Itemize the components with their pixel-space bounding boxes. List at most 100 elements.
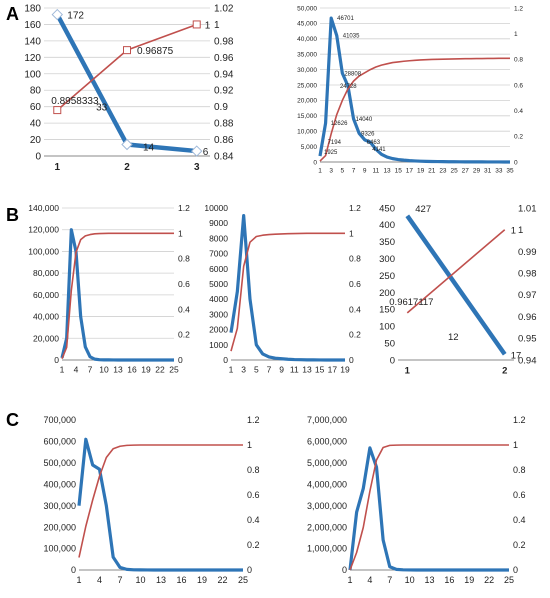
x-tick-label: 21 — [428, 168, 436, 175]
y2-tick-label: 0.96 — [214, 53, 234, 64]
x-tick-label: 2 — [124, 162, 130, 173]
x-tick-label: 4 — [74, 365, 79, 375]
y-tick-label: 9000 — [209, 218, 228, 228]
x-tick-label: 3 — [241, 365, 246, 375]
y-tick-label: 80 — [30, 86, 42, 97]
y-tick-label: 10000 — [204, 203, 228, 213]
y-tick-label: 60,000 — [33, 290, 59, 300]
y-tick-label: 120,000 — [28, 225, 59, 235]
y-tick-label: 5,000 — [301, 144, 318, 151]
y2-tick-label: 1 — [518, 225, 523, 236]
data-label: 1 — [511, 226, 516, 237]
y-tick-label: 100,000 — [43, 544, 76, 554]
chart-a2: 0 5,000 10,000 15,000 20,000 25,000 30,000 35,0… — [297, 5, 523, 175]
cumulative-line — [406, 229, 506, 314]
y-tick-label: 6000 — [209, 264, 228, 274]
y-tick-label: 250 — [379, 271, 395, 282]
y2-tick-label: 1.2 — [513, 415, 526, 425]
x-tick-label: 2 — [502, 366, 507, 377]
y2-tick-label: 1.2 — [349, 203, 361, 213]
y2-tick-label: 0.2 — [514, 134, 523, 141]
y2-tick-label: 0 — [513, 565, 518, 575]
x-tick-label: 10 — [405, 575, 415, 585]
y-tick-label: 3,000,000 — [307, 501, 347, 511]
x-tick-label: 7 — [88, 365, 93, 375]
data-label: 14040 — [356, 117, 373, 123]
y2-tick-label: 1.2 — [178, 203, 190, 213]
x-tick-label: 16 — [444, 575, 454, 585]
data-label: 24728 — [340, 84, 357, 90]
y2-tick-label: 1.02 — [214, 4, 234, 15]
y-tick-label: 7000 — [209, 249, 228, 259]
x-tick-label: 1 — [76, 575, 81, 585]
data-label: 14 — [143, 142, 155, 153]
data-label: 427 — [415, 204, 431, 215]
x-tick-label: 4 — [97, 575, 102, 585]
y-tick-label: 15,000 — [297, 113, 317, 120]
y2-tick-label: 1 — [247, 440, 252, 450]
y-tick-label: 40,000 — [297, 36, 317, 43]
y2-tick-label: 0.6 — [349, 279, 361, 289]
count-line — [55, 13, 197, 154]
y-tick-label: 200,000 — [43, 522, 76, 532]
y2-tick-label: 1 — [514, 31, 518, 38]
x-tick-label: 1 — [60, 365, 65, 375]
y2-tick-label: 0.6 — [513, 490, 526, 500]
count-line — [405, 214, 507, 356]
y-tick-label: 20 — [30, 135, 42, 146]
y-tick-label: 40 — [30, 119, 42, 130]
x-tick-label: 3 — [194, 162, 200, 173]
y-tick-label: 1000 — [209, 340, 228, 350]
x-tick-label: 25 — [504, 575, 514, 585]
chart-a1: 0 20 40 60 80 100 120 140 160 180 0.84 0.86 0.88 0.9 0… — [24, 4, 234, 174]
y2-tick-label: 0.97 — [518, 290, 537, 301]
y2-tick-label: 1.2 — [514, 5, 523, 12]
x-tick-label: 13 — [302, 365, 312, 375]
annotation: 12 — [448, 332, 459, 343]
x-tick-label: 17 — [406, 168, 414, 175]
y2-tick-label: 0 — [514, 159, 518, 166]
data-point — [121, 138, 133, 151]
chart-c1: 0 100,000 200,000 300,000 400,000 500,000 600,… — [43, 415, 260, 585]
y2-tick-label: 0.2 — [178, 330, 190, 340]
y2-tick-label: 0.98 — [518, 268, 537, 279]
cumulative-line — [78, 444, 243, 558]
x-tick-label: 27 — [462, 168, 470, 175]
x-tick-label: 10 — [135, 575, 145, 585]
y-tick-label: 2,000,000 — [307, 522, 347, 532]
y2-tick-label: 0.86 — [214, 135, 234, 146]
cumulative-line — [61, 232, 174, 360]
y-tick-label: 0 — [35, 152, 41, 163]
y-tick-label: 8000 — [209, 233, 228, 243]
y2-tick-label: 0 — [178, 355, 183, 365]
x-tick-label: 9 — [279, 365, 284, 375]
data-label: 172 — [67, 11, 84, 22]
x-tick-label: 1 — [347, 575, 352, 585]
y-tick-label: 20,000 — [33, 333, 59, 343]
y2-tick-label: 0.6 — [178, 279, 190, 289]
count-line — [77, 437, 243, 572]
panel-label-a: A — [6, 4, 19, 24]
y2-tick-label: 0.4 — [513, 515, 526, 525]
y-tick-label: 2000 — [209, 325, 228, 335]
x-tick-label: 19 — [464, 575, 474, 585]
x-tick-label: 23 — [439, 168, 447, 175]
x-tick-label: 22 — [484, 575, 494, 585]
y2-tick-label: 0.94 — [214, 69, 234, 80]
y2-tick-label: 0.95 — [518, 334, 537, 345]
y-tick-label: 0 — [223, 355, 228, 365]
x-tick-label: 16 — [176, 575, 186, 585]
y-tick-label: 300 — [379, 254, 395, 265]
cumulative-line — [230, 232, 345, 352]
x-tick-label: 13 — [383, 168, 391, 175]
chart-b2: 0100020003000400050006000700080009000100… — [204, 203, 361, 375]
y2-tick-label: 0.84 — [214, 152, 234, 163]
y-tick-label: 140 — [24, 36, 41, 47]
x-tick-label: 25 — [169, 365, 179, 375]
x-tick-label: 3 — [329, 168, 333, 175]
y-tick-label: 700,000 — [43, 415, 76, 425]
data-label: 41035 — [343, 34, 360, 40]
data-label: 1 — [205, 20, 211, 31]
y2-tick-label: 0.4 — [247, 515, 260, 525]
y2-tick-label: 0.94 — [518, 355, 537, 366]
